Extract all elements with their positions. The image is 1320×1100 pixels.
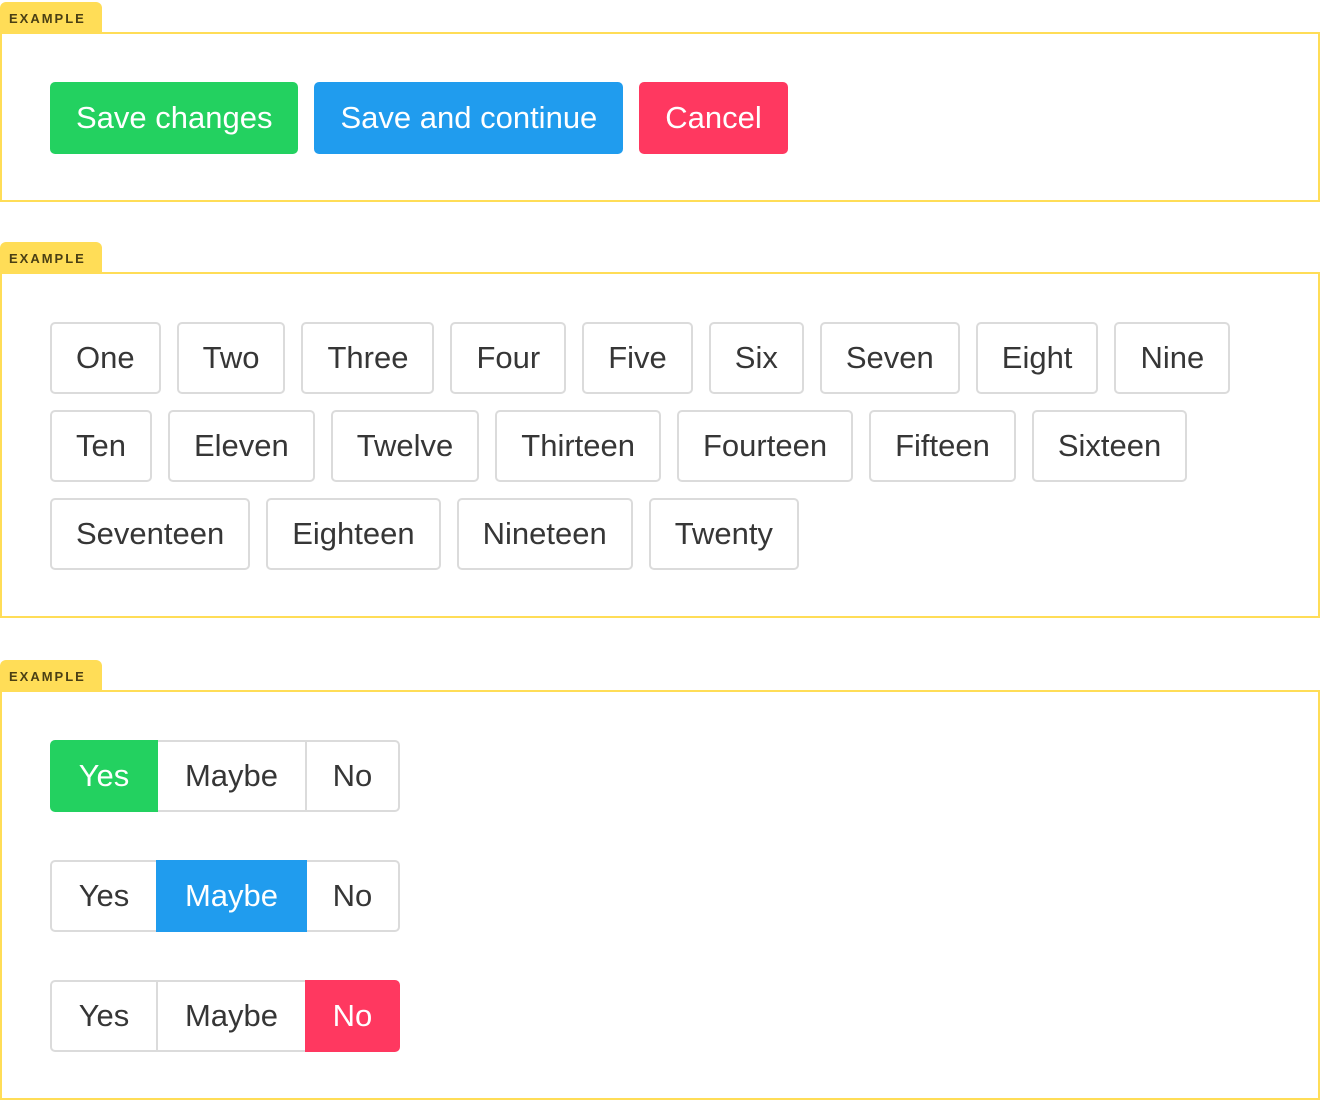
tag-button-five[interactable]: Five xyxy=(582,322,693,394)
tag-button-eight[interactable]: Eight xyxy=(975,322,1099,394)
tag-button-two[interactable]: Two xyxy=(176,322,286,394)
example-box: One Two Three Four Five Six Seven Eight Nine Ten E… xyxy=(0,272,1320,618)
example-box: Yes Maybe No Yes Maybe No Yes Maybe No xyxy=(0,690,1320,1100)
tag-button-eighteen[interactable]: Eighteen xyxy=(266,498,441,570)
tag-button-fifteen[interactable]: Fifteen xyxy=(869,410,1016,482)
segment-maybe[interactable]: Maybe xyxy=(156,980,307,1052)
segment-yes[interactable]: Yes xyxy=(50,980,158,1052)
tag-button-four[interactable]: Four xyxy=(450,322,567,394)
segment-no[interactable]: No xyxy=(305,860,400,932)
tag-button-seven[interactable]: Seven xyxy=(819,322,960,394)
save-changes-button[interactable]: Save changes xyxy=(50,82,299,154)
tag-button-nine[interactable]: Nine xyxy=(1114,322,1231,394)
tag-button-twenty[interactable]: Twenty xyxy=(648,498,799,570)
segment-no[interactable]: No xyxy=(305,980,400,1052)
tag-button-twelve[interactable]: Twelve xyxy=(330,410,480,482)
tag-button-one[interactable]: One xyxy=(50,322,161,394)
tag-button-ten[interactable]: Ten xyxy=(50,410,152,482)
segment-no[interactable]: No xyxy=(305,740,400,812)
segmented-control: Yes Maybe No xyxy=(50,980,1270,1052)
tag-button-eleven[interactable]: Eleven xyxy=(167,410,315,482)
tag-button-six[interactable]: Six xyxy=(708,322,804,394)
tag-button-three[interactable]: Three xyxy=(301,322,435,394)
segment-maybe[interactable]: Maybe xyxy=(156,740,307,812)
tag-button-nineteen[interactable]: Nineteen xyxy=(456,498,633,570)
tag-button-sixteen[interactable]: Sixteen xyxy=(1031,410,1188,482)
segment-yes[interactable]: Yes xyxy=(50,860,158,932)
save-and-continue-button[interactable]: Save and continue xyxy=(314,82,624,154)
tag-button-fourteen[interactable]: Fourteen xyxy=(677,410,854,482)
example-label: EXAMPLE xyxy=(0,242,102,273)
segmented-control: Yes Maybe No xyxy=(50,740,1270,812)
example-section-buttons: EXAMPLE Save changes Save and continue Can… xyxy=(0,2,1320,202)
tag-button-thirteen[interactable]: Thirteen xyxy=(495,410,661,482)
tag-button-list: One Two Three Four Five Six Seven Eight Nine Ten E… xyxy=(50,322,1250,570)
tag-button-seventeen[interactable]: Seventeen xyxy=(50,498,251,570)
segment-yes[interactable]: Yes xyxy=(50,740,158,812)
example-label: EXAMPLE xyxy=(0,2,102,33)
cancel-button[interactable]: Cancel xyxy=(639,82,788,154)
example-label: EXAMPLE xyxy=(0,660,102,691)
segmented-control: Yes Maybe No xyxy=(50,860,1270,932)
example-box: Save changes Save and continue Cancel xyxy=(0,32,1320,202)
segment-maybe[interactable]: Maybe xyxy=(156,860,307,932)
